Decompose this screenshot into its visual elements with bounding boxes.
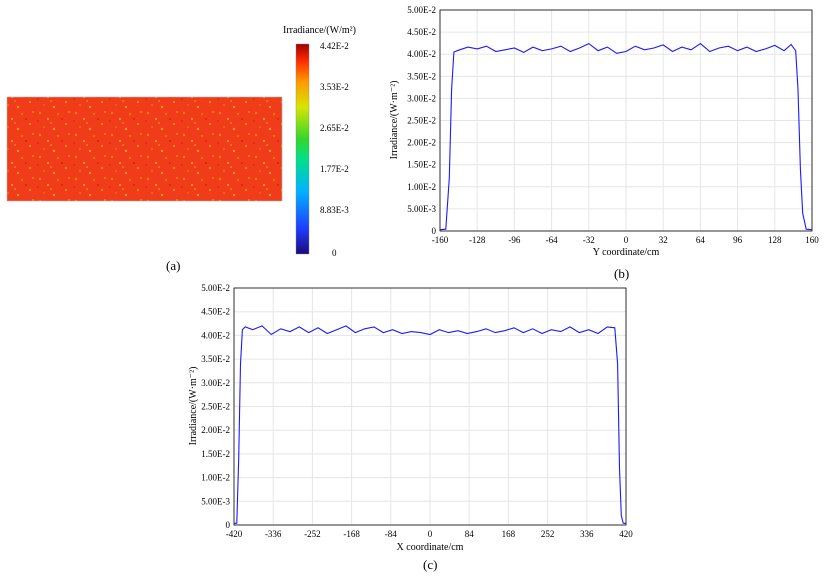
x-tick-label: 168 [502, 529, 516, 539]
chart-c-frame [233, 287, 627, 526]
x-tick-label: 336 [580, 529, 594, 539]
x-tick-label: 0 [428, 529, 433, 539]
colorbar-gradient [295, 43, 310, 255]
y-tick-label: 4.00E-2 [407, 49, 436, 59]
y-tick-label: 1.00E-2 [407, 182, 436, 192]
y-tick-label: 2.50E-2 [201, 402, 230, 412]
x-tick-label: -336 [265, 529, 282, 539]
y-tick-label: 4.50E-2 [201, 307, 230, 317]
x-tick-label: 0 [624, 235, 629, 245]
y-tick-label: 1.00E-2 [201, 473, 230, 483]
y-tick-label: 5.00E-2 [201, 283, 230, 293]
panel-label-a: (a) [166, 258, 180, 273]
colorbar-title: Irradiance/(W/m²) [283, 25, 356, 36]
x-tick-label: 84 [465, 529, 475, 539]
chart-b-series-line [439, 42, 813, 231]
x-tick-label: -168 [343, 529, 360, 539]
chart-b-x-tick-labels: -160 -128 -96 -64 -32 0 32 64 96 128 160 [432, 235, 820, 245]
y-tick-label: 2.00E-2 [407, 138, 436, 148]
chart-b: -160 -128 -96 -64 -32 0 32 64 96 128 160 0 5.00E-3 1… [389, 5, 819, 258]
chart-b-xlabel: Y coordinate/cm [593, 247, 660, 258]
chart-c-x-tick-labels: -420 -336 -252 -168 -84 0 84 168 252 336 420 [226, 529, 634, 539]
x-tick-label: 420 [619, 529, 633, 539]
chart-b-grid [439, 9, 813, 232]
x-tick-label: 96 [733, 235, 743, 245]
heatmap-speckle [7, 97, 282, 201]
chart-c-series-line [233, 325, 627, 525]
y-tick-label: 3.00E-2 [407, 93, 436, 103]
y-tick-label: 5.00E-2 [407, 5, 436, 15]
x-tick-label: -64 [546, 235, 558, 245]
x-tick-label: 32 [659, 235, 668, 245]
colorbar: Irradiance/(W/m²) 4.42E-2 3.53E-2 2.65E-… [283, 25, 356, 258]
colorbar-tick: 8.83E-3 [320, 205, 349, 215]
x-tick-label: 252 [541, 529, 555, 539]
y-tick-label: 0 [226, 520, 231, 530]
y-tick-label: 0 [432, 226, 437, 236]
panel-label-b: (b) [614, 266, 629, 281]
x-tick-label: -420 [226, 529, 243, 539]
x-tick-label: 64 [696, 235, 706, 245]
chart-c-y-tick-labels: 0 5.00E-3 1.00E-2 1.50E-2 2.00E-2 2.50E-2 3.00… [201, 283, 230, 530]
x-tick-label: -96 [508, 235, 520, 245]
y-tick-label: 5.00E-3 [201, 496, 230, 506]
x-tick-label: -160 [432, 235, 449, 245]
chart-b-y-tick-labels: 0 5.00E-3 1.00E-2 1.50E-2 2.00E-2 2.50E-2 3.00… [407, 5, 436, 236]
y-tick-label: 4.00E-2 [201, 330, 230, 340]
y-tick-label: 4.50E-2 [407, 27, 436, 37]
heatmap-border [6, 96, 283, 202]
x-tick-label: -128 [469, 235, 486, 245]
y-tick-label: 1.50E-2 [407, 160, 436, 170]
chart-c-ylabel: Irradiance/(W·m⁻²) [188, 367, 199, 446]
x-tick-label: 128 [768, 235, 782, 245]
x-tick-label: -84 [385, 529, 397, 539]
chart-b-frame [439, 9, 813, 232]
x-tick-label: -32 [583, 235, 595, 245]
chart-c-grid [233, 287, 627, 526]
chart-c: -420 -336 -252 -168 -84 0 84 168 252 336 420 0 5.00… [188, 283, 633, 553]
x-tick-label: -252 [304, 529, 321, 539]
heatmap-panel [6, 96, 283, 202]
colorbar-tick: 3.53E-2 [320, 82, 349, 92]
y-tick-label: 3.50E-2 [407, 71, 436, 81]
y-tick-label: 5.00E-3 [407, 204, 436, 214]
colorbar-tick: 2.65E-2 [320, 123, 349, 133]
x-tick-label: 160 [805, 235, 819, 245]
colorbar-tick-max: 4.42E-2 [320, 41, 349, 51]
y-tick-label: 2.50E-2 [407, 116, 436, 126]
panel-label-c: (c) [423, 557, 437, 572]
colorbar-tick: 1.77E-2 [320, 164, 349, 174]
colorbar-tick-min: 0 [332, 248, 337, 258]
y-tick-label: 2.00E-2 [201, 425, 230, 435]
chart-c-xlabel: X coordinate/cm [397, 542, 464, 553]
chart-b-ylabel: Irradiance/(W·m⁻²) [389, 81, 400, 160]
y-tick-label: 3.00E-2 [201, 378, 230, 388]
y-tick-label: 1.50E-2 [201, 449, 230, 459]
y-tick-label: 3.50E-2 [201, 354, 230, 364]
